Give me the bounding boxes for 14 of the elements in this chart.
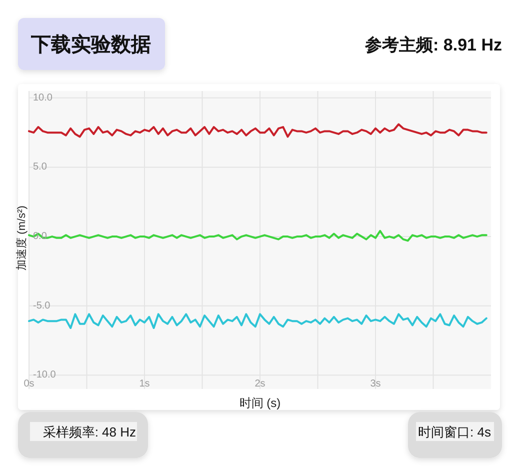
ytick-label: -5.0 xyxy=(33,300,50,312)
annotation: 采样频率: 48 Hz xyxy=(42,424,136,440)
annotation: 下载实验数据 xyxy=(31,34,151,56)
ylabel: 加速度 (m/s²) xyxy=(16,206,28,270)
ytick-label: -10.0 xyxy=(33,370,56,381)
xlabel: 时间 (s) xyxy=(239,396,281,410)
xtick-label: 3s xyxy=(370,378,381,390)
ytick-label: 10.0 xyxy=(33,92,52,104)
annotation: 时间窗口: 4s xyxy=(418,424,491,440)
xtick-label: 2s xyxy=(254,378,266,390)
xtick-label: 1s xyxy=(139,378,150,390)
xtick-label: 0s xyxy=(24,378,34,390)
ytick-label: 5.0 xyxy=(33,162,47,173)
annotation: 参考主频: 8.91 Hz xyxy=(365,36,502,54)
